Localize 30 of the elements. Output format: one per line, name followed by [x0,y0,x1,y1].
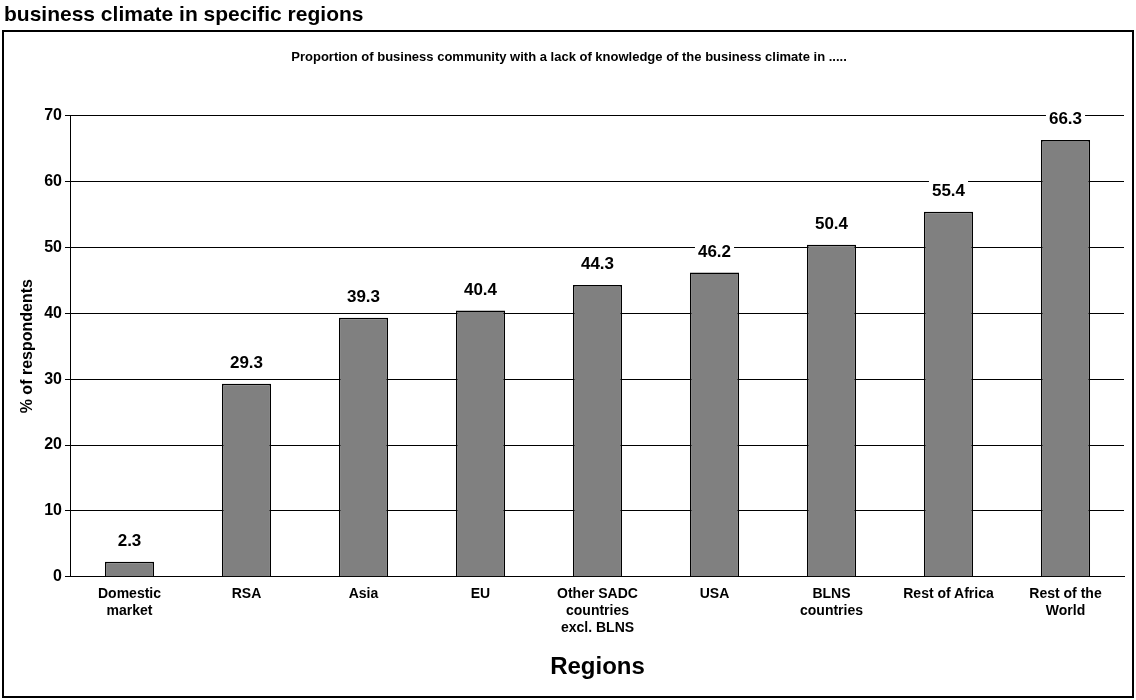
x-tick-label: Rest of Africa [903,585,994,602]
x-tick-label: Asia [348,585,379,602]
y-tick-label: 20 [44,435,63,453]
y-tick-label: 10 [44,501,63,519]
data-label: 29.3 [229,352,264,372]
x-tick-label: USA [699,585,730,602]
chart-subtitle: Proportion of business community with a lack of knowledge of the business climate in ..... [291,49,847,65]
y-axis-title: % of respondents [18,278,36,414]
y-tick-label: 30 [44,369,63,387]
data-label: 66.3 [1048,109,1083,129]
y-tick-label: 60 [44,171,63,189]
data-label: 50.4 [814,213,849,233]
x-tick-label: BLNS countries [799,585,864,618]
x-tick-label: RSA [231,585,262,602]
y-tick-label: 70 [44,106,63,124]
chart-title: business climate in specific regions [4,2,364,26]
data-label: 44.3 [580,254,615,274]
y-tick-label: 0 [53,567,63,585]
data-label: 39.3 [346,287,381,307]
x-tick-label: Rest of the World [1029,585,1102,618]
x-tick-label: EU [470,585,491,602]
data-label: 40.4 [463,279,498,299]
data-label: 2.3 [117,530,142,550]
data-label: 55.4 [931,180,966,200]
y-tick-label: 40 [44,303,63,321]
data-label: 46.2 [697,241,732,261]
x-tick-label: Other SADC countries excl. BLNS [557,585,638,635]
y-tick-label: 50 [44,237,63,255]
x-tick-label: Domestic market [97,585,162,618]
x-axis-title: Regions [550,652,645,680]
